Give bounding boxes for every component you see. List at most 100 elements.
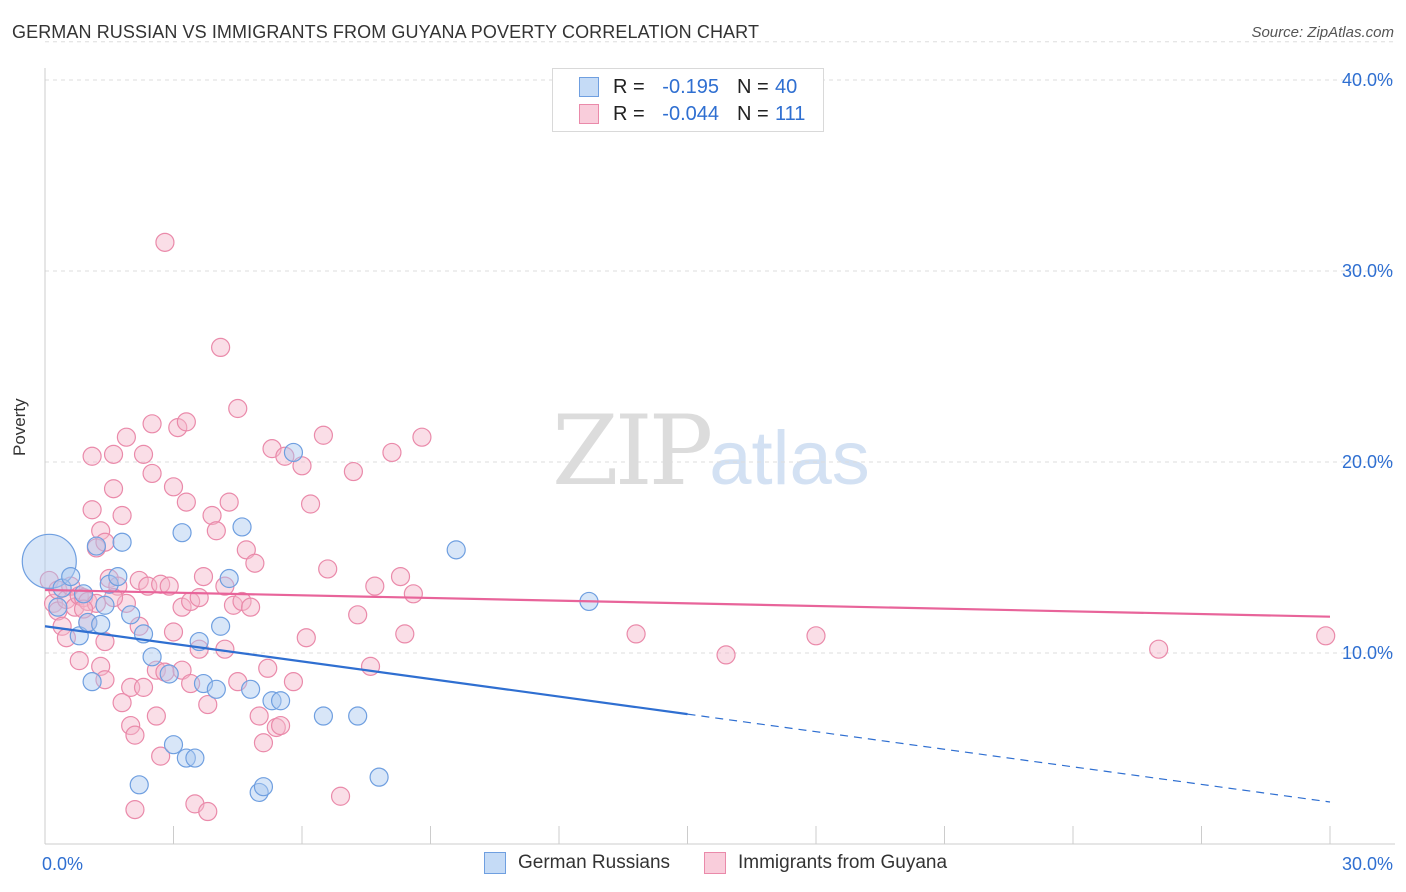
correlation-legend: R = -0.195 N = 40 R = -0.044 N = 111 bbox=[552, 68, 824, 132]
y-tick-label: 20.0% bbox=[1342, 452, 1393, 472]
data-point-guyana bbox=[343, 461, 363, 482]
bottom-legend-immigrants-from-guyana: Immigrants from Guyana bbox=[704, 852, 947, 874]
data-point-german-russian bbox=[446, 540, 466, 560]
data-point-guyana bbox=[330, 786, 351, 806]
data-point-guyana bbox=[211, 337, 231, 357]
data-point-guyana bbox=[198, 801, 218, 822]
data-point-german-russian bbox=[121, 605, 141, 625]
data-point-guyana bbox=[142, 463, 162, 484]
data-point-guyana bbox=[121, 715, 141, 736]
data-point-guyana bbox=[198, 694, 218, 715]
data-point-guyana bbox=[292, 456, 312, 476]
data-point-guyana bbox=[300, 494, 321, 514]
data-point-german-russian bbox=[95, 595, 115, 615]
bottom-legend-label: German Russians bbox=[518, 852, 671, 873]
data-point-guyana bbox=[296, 628, 316, 648]
data-point-guyana bbox=[193, 566, 214, 587]
data-point-guyana bbox=[52, 616, 72, 636]
data-point-german-russian bbox=[369, 767, 389, 787]
data-point-guyana bbox=[390, 566, 411, 587]
data-point-guyana bbox=[172, 660, 192, 680]
bottom-legend-swatch-blue bbox=[484, 852, 506, 874]
data-point-german-russian bbox=[219, 568, 239, 589]
data-point-german-russian bbox=[283, 442, 304, 463]
data-point-german-russian bbox=[129, 775, 149, 795]
data-point-guyana bbox=[116, 427, 136, 447]
data-point-guyana bbox=[176, 412, 196, 432]
data-point-german-russian bbox=[172, 523, 192, 543]
data-point-german-russian bbox=[232, 517, 252, 537]
data-point-guyana bbox=[258, 658, 278, 678]
data-point-german-russian bbox=[73, 584, 94, 604]
trend-line-immigrants-from-guyana bbox=[44, 588, 1331, 618]
data-point-german-russian bbox=[21, 533, 77, 589]
legend-r-value: -0.195 bbox=[662, 75, 719, 98]
data-point-guyana bbox=[163, 622, 184, 642]
data-point-guyana bbox=[318, 559, 338, 579]
data-point-german-russian bbox=[159, 664, 179, 684]
data-point-guyana bbox=[1149, 639, 1169, 659]
data-point-german-russian bbox=[206, 679, 226, 699]
bottom-legend-german-russians: German Russians bbox=[484, 852, 670, 874]
data-point-guyana bbox=[348, 605, 368, 625]
data-point-guyana bbox=[176, 492, 196, 512]
bottom-legend-swatch-pink bbox=[704, 852, 726, 874]
data-point-guyana bbox=[395, 624, 415, 644]
legend-n-label: N = bbox=[737, 75, 769, 98]
data-point-guyana bbox=[253, 733, 274, 753]
data-point-guyana bbox=[155, 232, 175, 252]
data-point-guyana bbox=[142, 414, 162, 434]
watermark: ZIPatlas bbox=[552, 395, 870, 507]
y-tick-label: 10.0% bbox=[1342, 643, 1393, 663]
watermark-atlas: atlas bbox=[709, 416, 870, 501]
chart-title: GERMAN RUSSIAN VS IMMIGRANTS FROM GUYANA… bbox=[12, 22, 760, 42]
data-point-german-russian bbox=[313, 706, 334, 726]
data-point-guyana bbox=[202, 505, 222, 526]
data-point-guyana bbox=[206, 521, 226, 541]
data-point-guyana bbox=[125, 725, 145, 745]
y-tick-label: 30.0% bbox=[1342, 261, 1393, 281]
data-point-german-russian bbox=[86, 536, 107, 556]
trend-line-german-russians bbox=[44, 625, 688, 716]
data-point-german-russian bbox=[253, 777, 274, 797]
data-point-german-russian bbox=[163, 735, 184, 755]
data-point-german-russian bbox=[142, 647, 162, 667]
legend-n-label: N = bbox=[737, 102, 769, 125]
data-point-german-russian bbox=[241, 679, 261, 699]
trend-line-german-russians-extrapolated bbox=[687, 713, 1331, 803]
data-point-german-russian bbox=[270, 691, 291, 711]
legend-row-german-russians: R = -0.195 N = 40 bbox=[579, 75, 797, 99]
data-point-guyana bbox=[249, 706, 269, 726]
data-point-german-russian bbox=[48, 597, 68, 617]
data-point-guyana bbox=[125, 800, 145, 820]
data-point-guyana bbox=[151, 746, 171, 766]
y-axis-label: Poverty bbox=[10, 398, 29, 456]
data-point-guyana bbox=[365, 576, 385, 596]
source-label: Source: ZipAtlas.com bbox=[1251, 24, 1394, 41]
data-point-german-russian bbox=[108, 566, 128, 587]
data-point-guyana bbox=[283, 672, 304, 692]
data-point-guyana bbox=[245, 553, 265, 573]
data-point-guyana bbox=[236, 540, 256, 560]
data-point-guyana bbox=[412, 427, 432, 447]
data-point-guyana bbox=[806, 626, 826, 646]
legend-r-value: -0.044 bbox=[662, 102, 719, 125]
x-tick-label: 30.0% bbox=[1342, 854, 1393, 874]
y-tick-label: 40.0% bbox=[1342, 70, 1393, 90]
data-point-guyana bbox=[146, 706, 166, 726]
x-tick-label: 0.0% bbox=[42, 854, 83, 874]
data-point-guyana bbox=[103, 444, 124, 464]
legend-row-immigrants-from-guyana: R = -0.044 N = 111 bbox=[579, 102, 805, 126]
data-point-guyana bbox=[133, 444, 154, 464]
legend-r-label: R = bbox=[613, 102, 645, 125]
trend-lines bbox=[44, 588, 1331, 803]
data-point-guyana bbox=[112, 505, 132, 526]
data-point-guyana bbox=[82, 500, 102, 520]
data-point-guyana bbox=[382, 442, 402, 463]
data-point-german-russian bbox=[91, 614, 111, 634]
tick-labels: 10.0% 20.0% 30.0% 40.0% 0.0% 30.0% bbox=[42, 70, 1393, 874]
legend-swatch-pink bbox=[579, 104, 599, 124]
data-point-german-russian bbox=[211, 616, 231, 636]
data-point-german-russian bbox=[61, 566, 81, 587]
